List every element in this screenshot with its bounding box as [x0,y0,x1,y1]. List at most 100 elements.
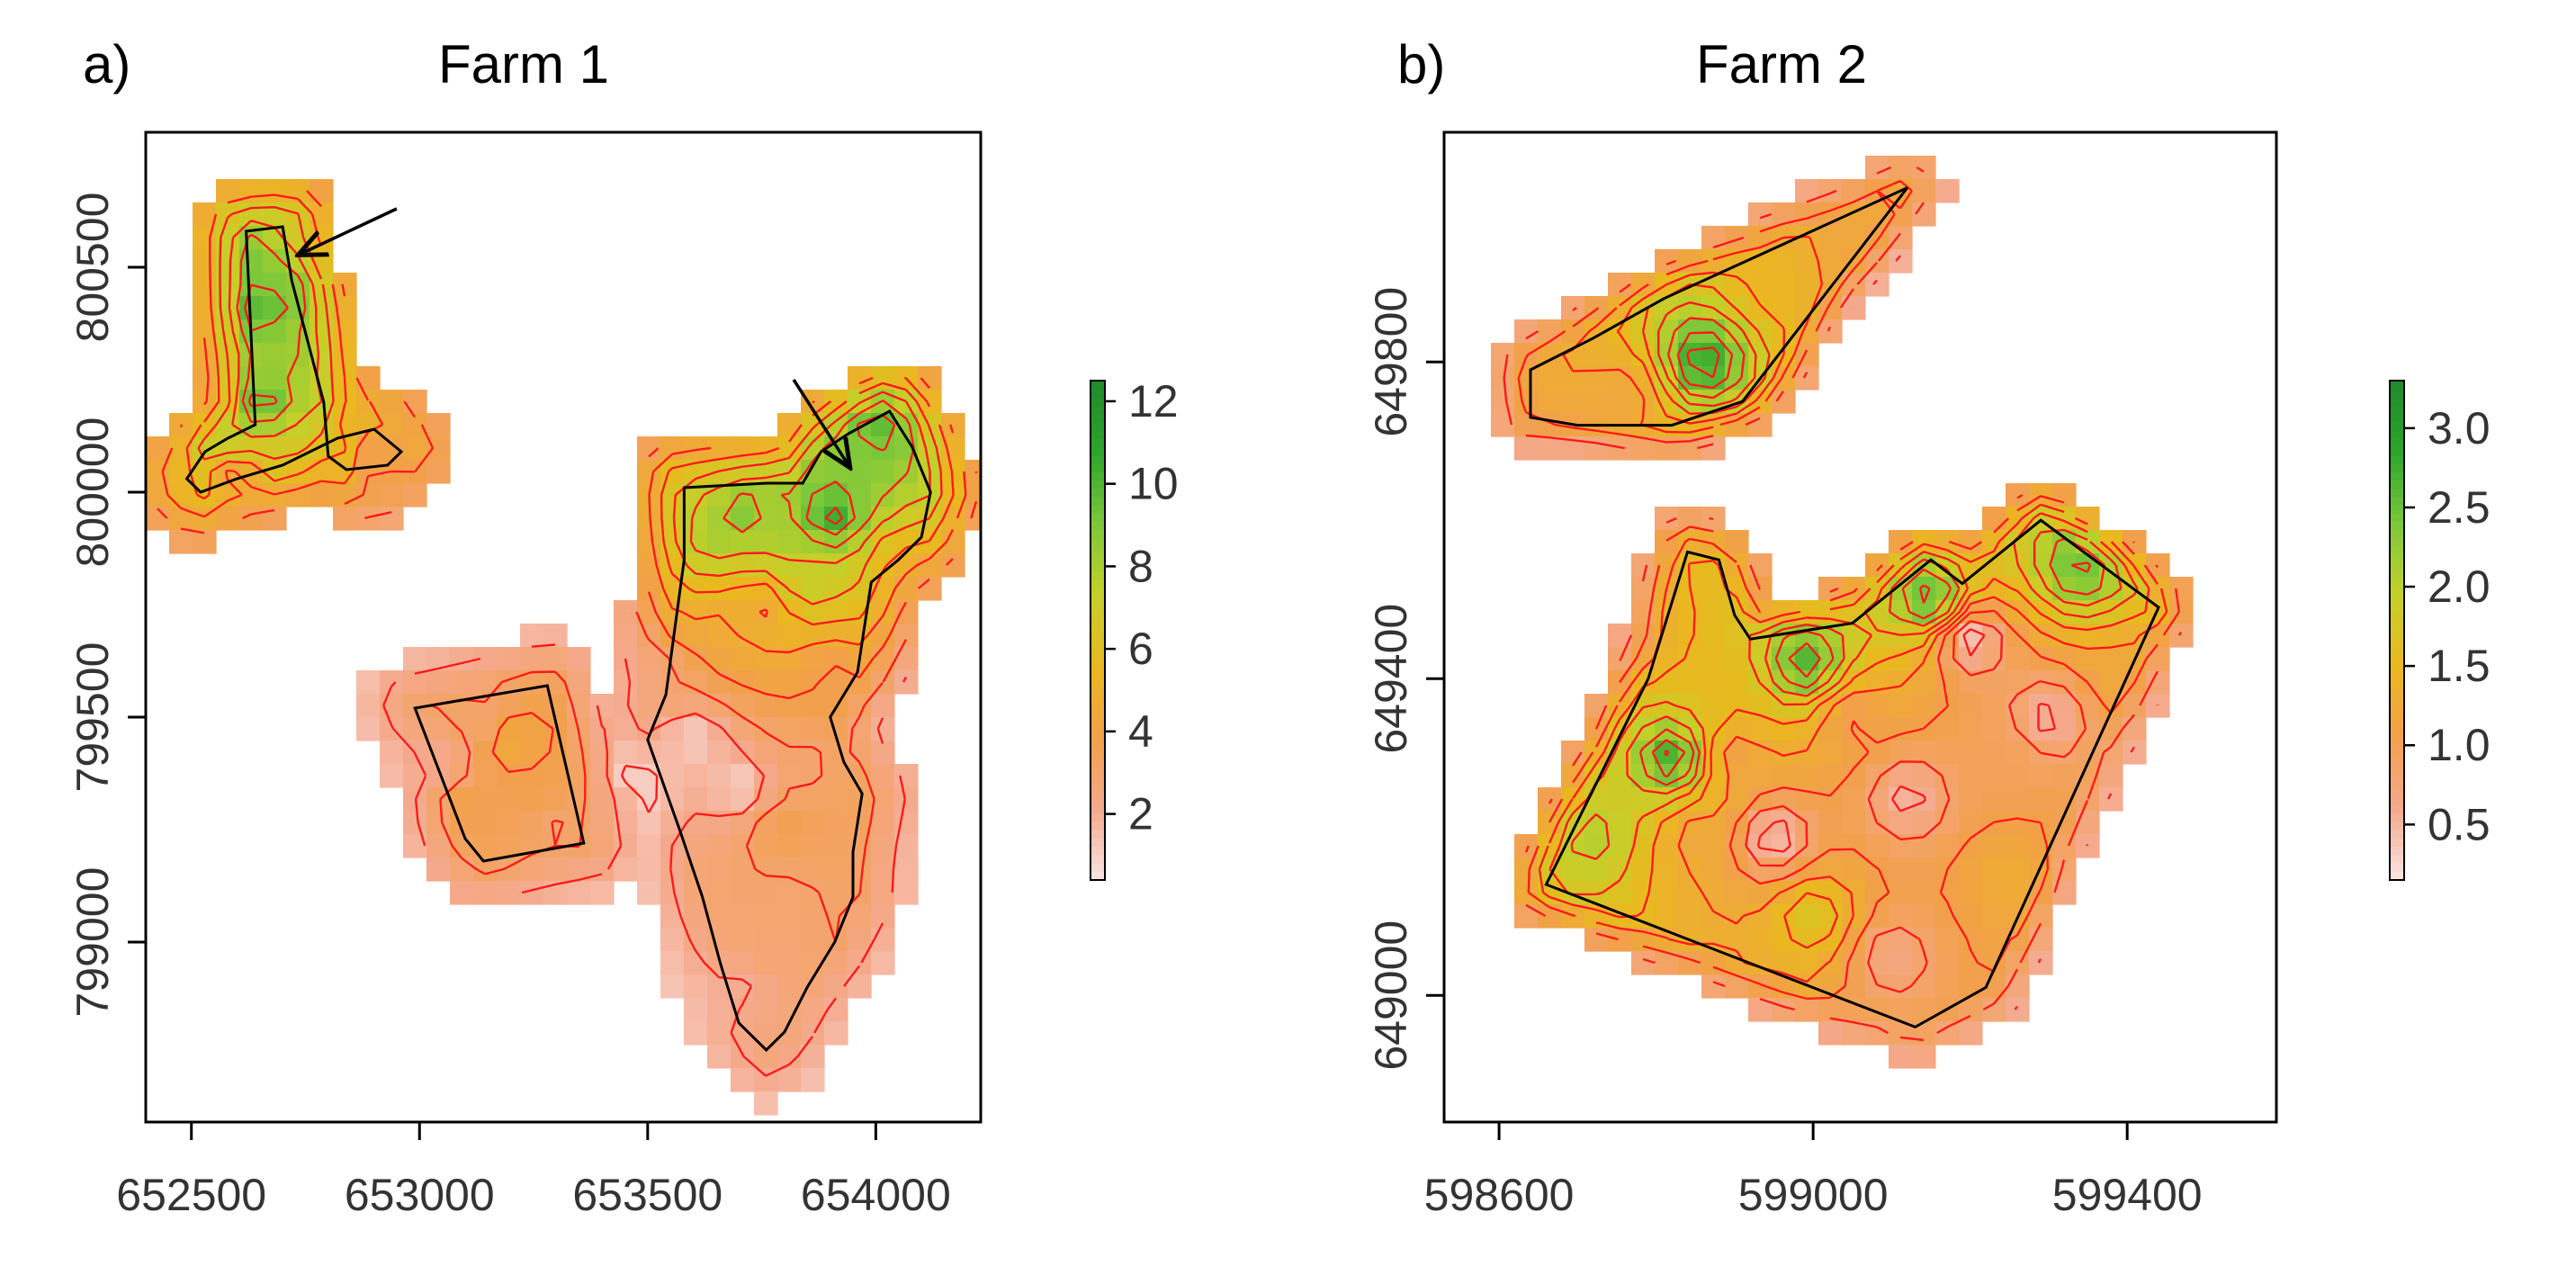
raster-cell [1795,951,1819,975]
raster-cell [1514,343,1539,367]
legend-swatch [2390,571,2404,581]
raster-cell [426,670,451,695]
raster-cell [1631,881,1656,905]
raster-cell [1631,717,1656,741]
raster-cell [1935,974,1960,999]
raster-cell [1889,600,1913,624]
panel-title: Farm 2 [1696,34,1867,94]
field-boundary [184,225,404,494]
legend-swatch [1091,455,1105,465]
legend-swatch [1091,614,1105,623]
raster-cell [848,857,872,882]
raster-cell [1842,624,1866,648]
legend-swatch [1091,680,1105,689]
legend-swatch [1091,563,1105,573]
raster-cell [1561,857,1585,882]
raster-cell [286,460,310,484]
legend-swatch [2390,871,2404,881]
legend-swatch [1091,847,1105,856]
raster-cell [1865,764,1889,788]
raster-cell [1935,670,1960,695]
legend-swatch [2390,455,2404,465]
legend-swatch [2390,630,2404,640]
raster-cell [356,670,381,695]
raster-cell [731,647,755,671]
legend-swatch [2390,588,2404,598]
x-tick-label: 599400 [2052,1170,2203,1220]
raster-cell [1655,881,1679,905]
raster-cell [637,577,661,601]
raster-cell [1584,928,1609,952]
raster-cell [801,811,825,835]
raster-cell [871,460,895,484]
raster-cell [567,647,591,671]
raster-layer [1491,156,2194,1069]
legend-swatch [2390,605,2404,615]
raster-cell [2029,530,2053,554]
raster-cell [473,811,498,835]
raster-cell [1795,904,1819,929]
legend-swatch [1091,430,1105,440]
raster-cell [777,1068,802,1092]
raster-cell [824,881,848,905]
raster-cell [1748,881,1773,905]
raster-cell [426,741,451,765]
raster-cell [333,413,357,437]
raster-cell [637,530,661,554]
y-axis: 649000 649400 649800 [1366,287,1444,1071]
legend-swatch [2390,497,2404,507]
legend-swatch [1091,381,1105,390]
x-axis: 652500 653000 653500 654000 [116,1122,951,1220]
raster-cell [707,1021,732,1046]
raster-cell [637,670,661,695]
raster-cell [356,507,381,531]
annotation-arrow [792,379,848,465]
legend-tick-label: 2.5 [2428,482,2491,533]
raster-cell [1538,366,1562,391]
raster-cell [660,436,685,461]
raster-cell [941,553,965,578]
raster-cell [1631,366,1656,391]
raster-cell [1912,1021,1936,1046]
legend-swatch [2390,538,2404,548]
raster-cell [1725,647,1749,671]
raster-cell [777,647,802,671]
raster-cell [1655,741,1679,765]
raster-cell [310,179,334,203]
raster-cell [754,1091,778,1116]
raster-cell [777,413,802,437]
raster-cell [1818,179,1843,203]
raster-cell [497,811,521,835]
raster-cell [2146,670,2170,695]
raster-cell [1865,694,1889,718]
raster-cell [497,787,521,812]
raster-cell [965,483,981,507]
raster-cell [731,717,755,741]
raster-cell [1701,647,1726,671]
raster-cell [1584,834,1609,858]
y-tick-label: 799500 [67,642,118,793]
raster-cell [614,857,638,882]
raster-cell [777,951,802,975]
raster-cell [333,507,357,531]
raster-cell [1889,530,1913,554]
raster-cell [1795,366,1819,391]
raster-cell [777,717,802,741]
panel-farm-1: a) Farm 1 652500 653000 653500 654000 79900… [67,34,1179,1220]
raster-cell [2076,507,2100,531]
legend-swatch [1091,638,1105,648]
raster-cell [356,717,381,741]
raster-cell [1725,670,1749,695]
legend-swatch [1091,555,1105,565]
raster-cell [731,904,755,929]
raster-cell [1818,904,1843,929]
raster-cell [1982,764,2006,788]
legend-swatch [2390,696,2404,706]
raster-cell [871,436,895,461]
raster-cell [216,507,240,531]
raster-cell [567,670,591,695]
raster-cell [801,553,825,578]
raster-cell [894,600,919,624]
raster-cell [473,881,498,905]
raster-cell [801,1021,825,1046]
